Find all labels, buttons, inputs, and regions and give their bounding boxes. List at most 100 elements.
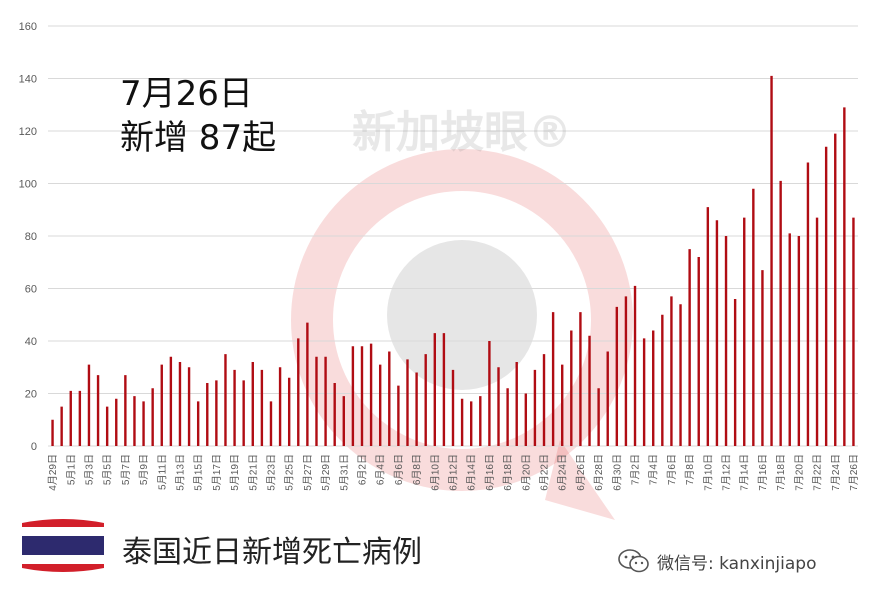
bar [133,396,136,447]
bar [442,333,446,447]
bar [287,377,291,446]
footer-title: 泰国近日新增死亡病例 [122,535,422,570]
x-tick-label: 5月1日 [65,454,77,485]
wechat-id-text: 微信号: kanxinjiapo [657,553,817,574]
bar [369,343,373,447]
x-axis-ticks: 4月29日 5月1日 5月3日 5月5日 5月7日 5月9日 5月11日 5月13日 5月15日… [47,454,860,491]
bar [96,375,100,447]
wechat-icon [618,549,649,573]
x-tick-label: 6月10日 [429,454,441,491]
bar [351,346,355,446]
watermark-circle [291,149,633,520]
bar [260,369,264,447]
x-tick-label: 7月16日 [757,454,769,491]
bar [215,380,218,447]
bar [524,393,528,446]
bar [315,356,318,446]
bar [278,367,282,446]
bar [788,233,791,447]
x-tick-label: 6月30日 [611,454,623,491]
y-tick-label: 160 [19,21,37,33]
bar [233,369,236,447]
x-tick-label: 7月18日 [775,454,787,491]
bar [642,338,646,447]
x-tick-label: 6月22日 [539,454,551,491]
bar [269,401,273,447]
bar [124,375,127,447]
x-tick-label: 5月25日 [284,454,296,491]
bar [670,296,673,447]
bar [388,351,391,446]
bar [724,236,728,446]
bar [479,396,482,447]
bar [806,162,810,446]
x-tick-label: 5月7日 [120,454,132,485]
bar [506,388,509,446]
bar [206,383,209,446]
x-tick-label: 6月28日 [593,454,605,491]
bar [406,359,409,447]
bar [488,341,491,446]
bar [333,383,336,446]
x-tick-label: 4月29日 [47,454,59,491]
bar [579,312,582,447]
bar [624,296,628,447]
y-tick-label: 60 [25,284,37,296]
bar [470,401,473,447]
y-tick-label: 40 [25,336,37,348]
grid-lines [48,25,858,447]
bar [51,419,54,446]
bar [115,398,118,446]
x-tick-label: 5月13日 [174,454,186,491]
bar [433,333,436,447]
x-tick-label: 7月12日 [721,454,733,491]
x-tick-label: 6月2日 [356,454,368,485]
x-tick-label: 5月19日 [229,454,241,491]
bar [852,217,855,446]
x-tick-label: 6月12日 [448,454,460,491]
bar [597,388,600,446]
bar [533,369,537,447]
x-tick-label: 5月29日 [320,454,332,491]
bar [743,217,746,446]
y-tick-label: 0 [31,441,37,453]
bar [196,401,200,447]
bar [160,364,163,447]
x-tick-label: 6月14日 [466,454,478,491]
bar [342,396,345,447]
x-tick-label: 7月22日 [812,454,824,491]
bar [424,354,427,447]
bar [688,249,691,447]
x-tick-label: 6月20日 [520,454,532,491]
bar [542,354,546,447]
bar [360,346,364,446]
bar [824,146,828,446]
y-tick-label: 80 [25,231,37,243]
x-tick-label: 6月4日 [375,454,387,485]
bar [706,207,710,447]
x-tick-label: 6月18日 [502,454,514,491]
y-tick-label: 140 [19,74,37,86]
bar [397,385,400,447]
x-tick-label: 7月10日 [702,454,714,491]
bar [324,356,327,446]
bar [105,406,109,447]
bar [87,364,91,447]
bar [497,367,500,446]
bar [770,75,773,447]
bar [679,304,682,446]
bar [797,236,801,446]
bar [661,314,664,446]
bar [297,338,300,447]
headline-date: 7月26日 [120,74,253,114]
bar [633,285,637,447]
bar [78,390,82,447]
bar [306,322,309,447]
bar [551,312,555,447]
bar [142,401,145,447]
bar [151,388,154,446]
bar [251,362,254,446]
bar [588,335,591,446]
bar [779,180,782,447]
